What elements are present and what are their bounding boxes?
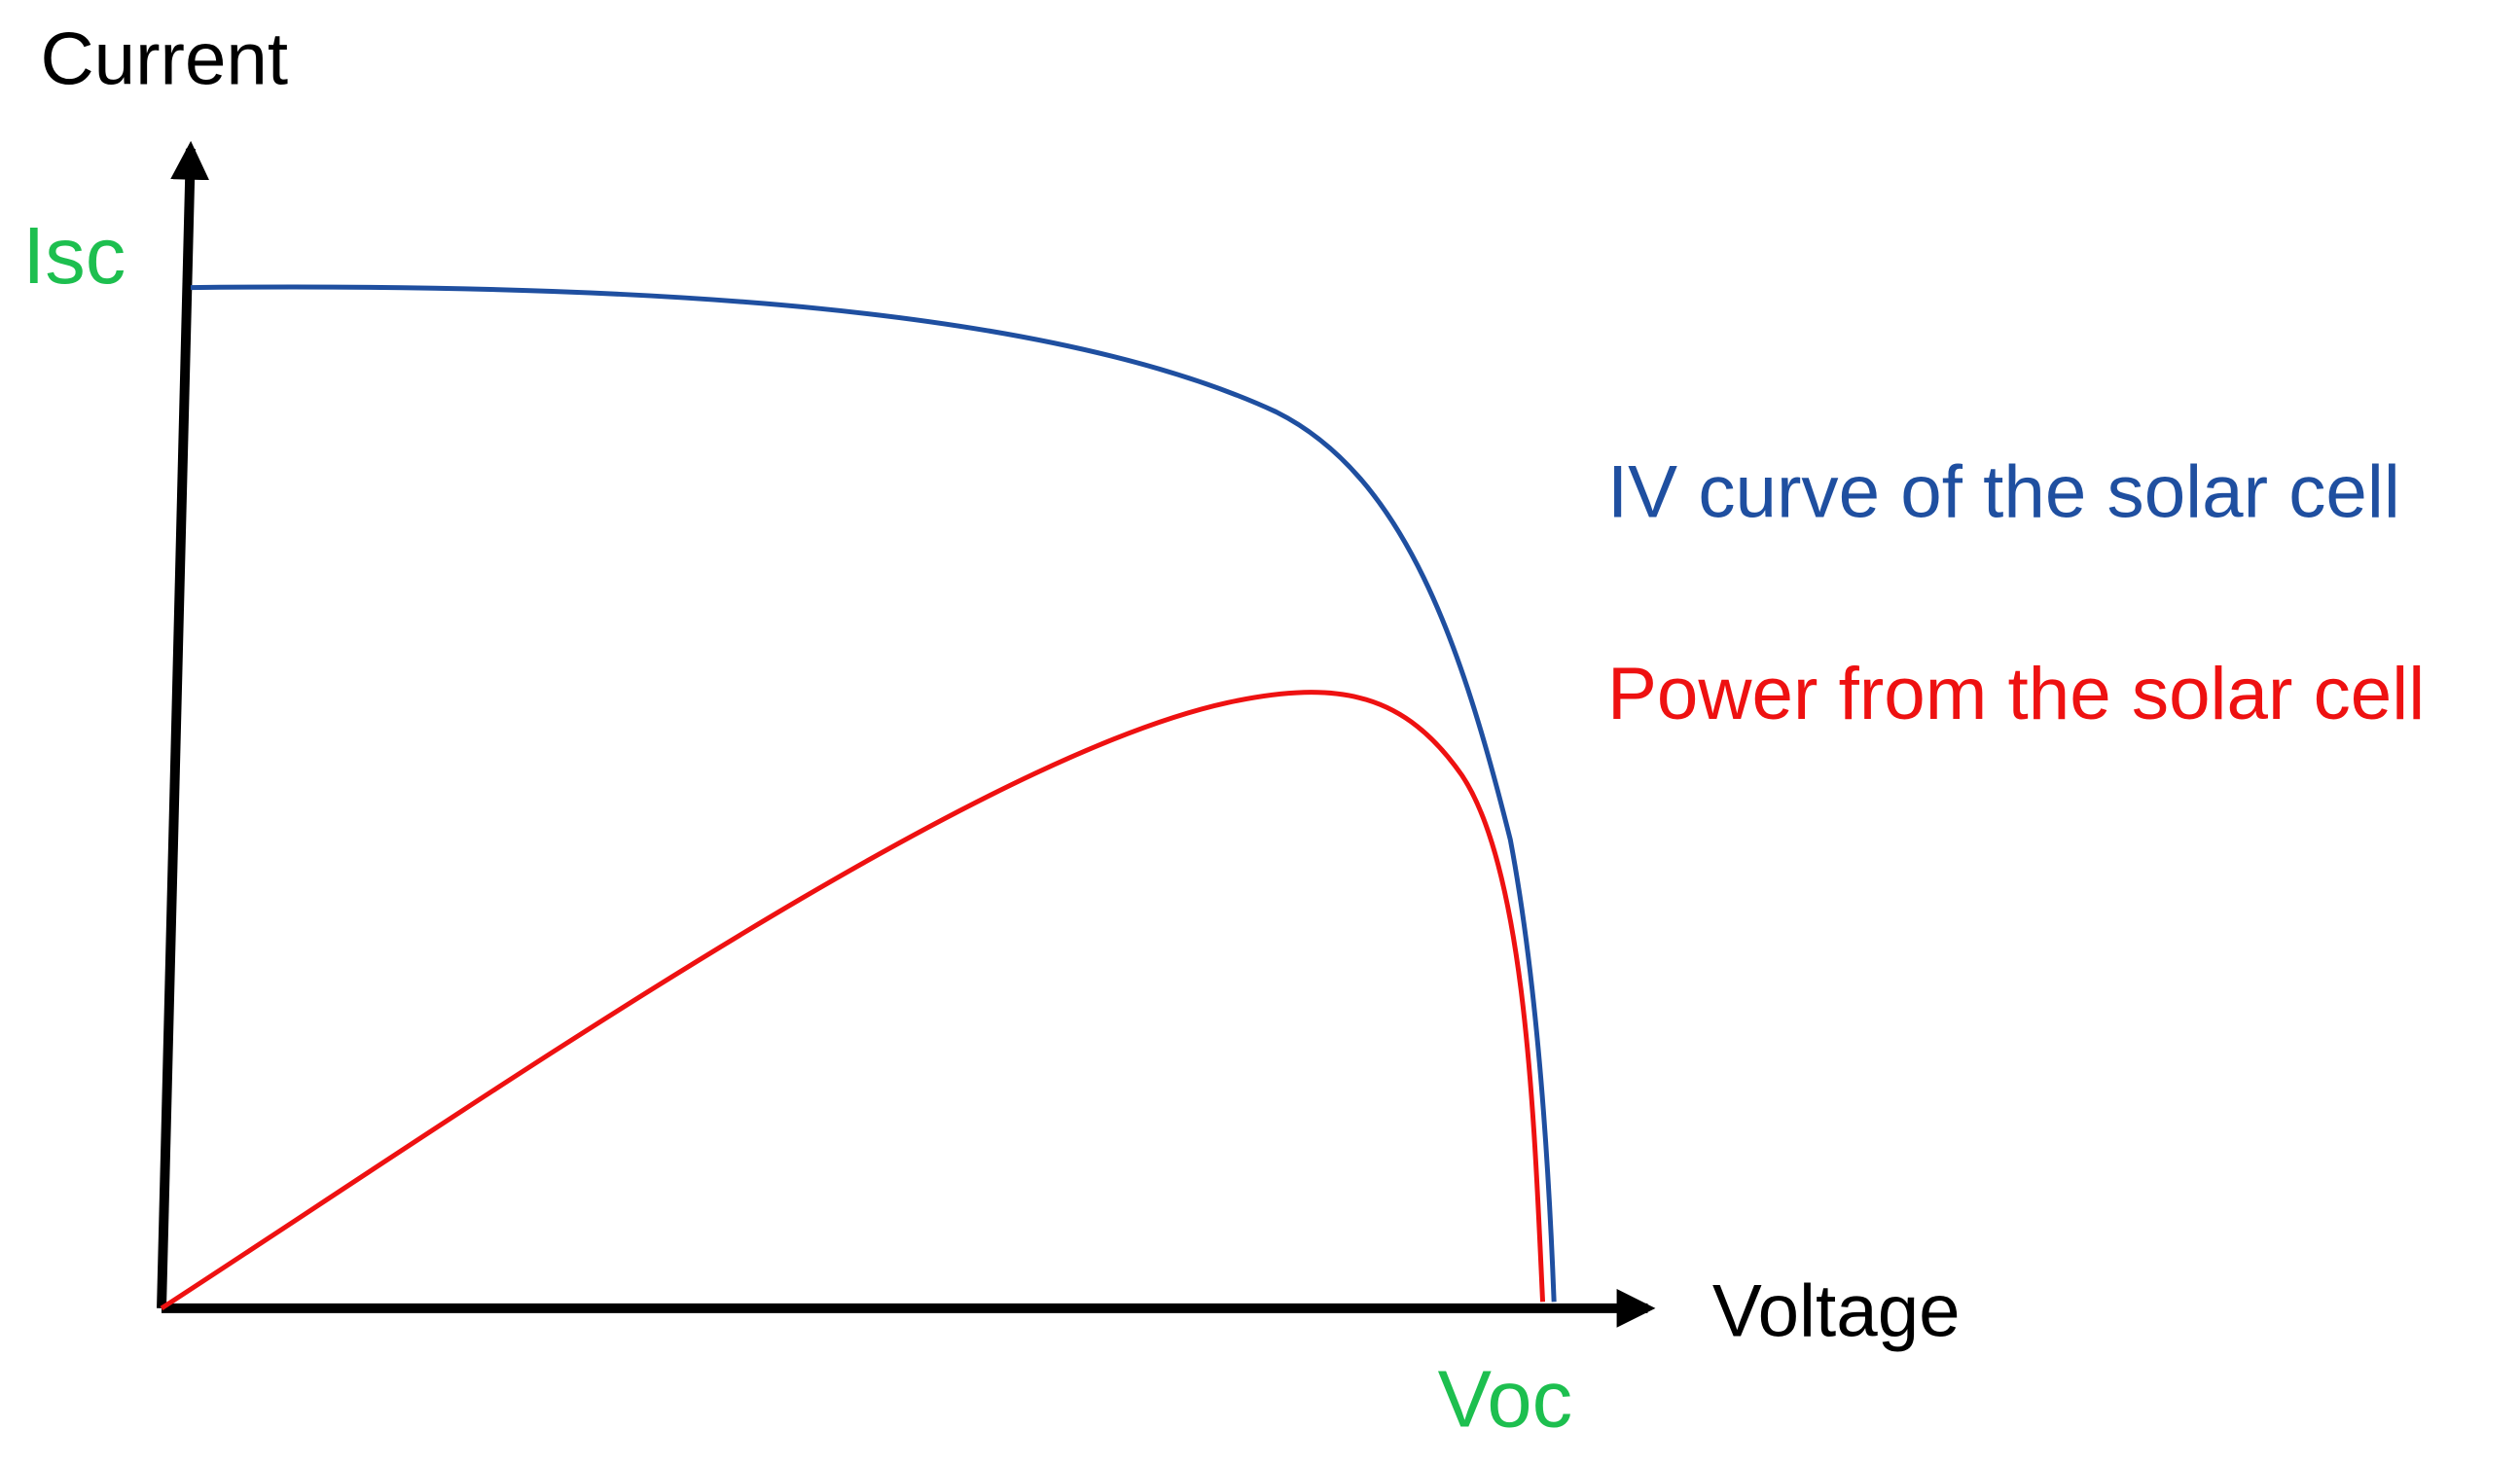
voc-label: Voc: [1438, 1353, 1572, 1444]
legend-power: Power from the solar cell: [1607, 653, 2425, 735]
y-axis: [157, 140, 210, 1309]
isc-label: Isc: [22, 210, 126, 301]
legend-iv: IV curve of the solar cell: [1607, 451, 2400, 534]
power-curve: [160, 690, 1546, 1310]
iv-curve: [190, 284, 1557, 1303]
x-axis-label: Voltage: [1712, 1269, 1961, 1352]
y-axis-label: Current: [41, 18, 289, 101]
